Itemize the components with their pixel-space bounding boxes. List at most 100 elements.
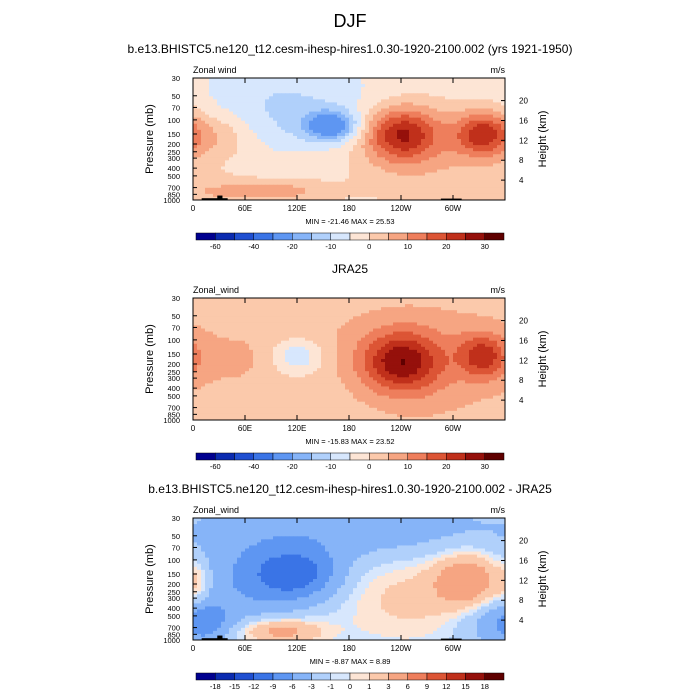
field-cell [381,319,386,323]
field-cell [389,157,394,161]
field-cell [225,126,230,131]
field-cell [341,193,346,198]
field-cell [405,148,410,152]
field-cell [293,120,298,125]
field-cell [445,148,450,152]
field-cell [293,196,298,201]
field-cell [357,178,362,183]
field-cell [261,359,266,363]
field-cell [369,331,374,335]
field-cell [309,322,314,326]
field-cell [241,331,246,335]
field-cell [309,120,314,125]
field-cell [317,169,322,173]
field-cell [373,340,378,345]
field-cell [265,163,270,167]
field-cell [429,187,434,192]
field-cell [485,313,490,317]
field-cell [297,123,302,128]
field-cell [425,114,430,119]
field-cell [281,105,286,109]
field-cell [469,157,474,161]
field-cell [289,184,294,189]
field-cell [237,190,242,195]
field-cell [433,346,438,351]
field-cell [209,193,214,198]
field-cell [453,96,458,100]
field-cell [365,313,370,317]
field-cell [385,304,390,308]
field-cell [497,120,502,125]
field-cell [429,334,434,339]
field-cell [441,154,446,158]
field-cell [461,181,466,186]
field-cell [205,117,210,122]
field-cell [389,126,394,131]
field-cell [473,325,478,329]
field-cell [301,196,306,201]
field-cell [253,123,258,128]
field-cell [501,111,506,115]
field-cell [393,325,398,329]
field-cell [405,126,410,131]
field-cell [337,129,342,134]
field-cell [289,163,294,167]
field-cell [313,78,318,82]
field-cell [257,96,262,100]
field-cell [337,196,342,201]
field-cell [397,120,402,125]
field-cell [441,362,446,366]
field-cell [445,193,450,198]
field-cell [473,178,478,183]
field-cell [229,108,234,112]
field-cell [293,142,298,146]
field-cell [501,102,506,106]
field-cell [241,362,246,366]
field-cell [365,87,370,91]
field-cell [349,298,354,302]
field-cell [493,313,498,317]
field-cell [441,355,446,360]
field-cell [413,352,418,357]
field-cell [393,157,398,161]
field-cell [269,175,274,180]
field-cell [333,84,338,88]
field-cell [233,190,238,195]
field-cell [329,111,334,115]
field-cell [425,331,430,335]
field-cell [457,96,462,100]
field-cell [501,169,506,173]
field-cell [273,172,278,176]
field-cell [409,102,414,106]
field-cell [285,178,290,183]
field-cell [421,334,426,339]
field-cell [225,334,230,339]
field-cell [421,359,426,363]
field-cell [481,178,486,183]
field-cell [453,81,458,85]
field-cell [397,154,402,158]
field-cell [405,307,410,311]
field-cell [277,304,282,308]
field-cell [225,328,230,332]
field-cell [461,87,466,91]
field-cell [201,135,206,140]
field-cell [305,331,310,335]
field-cell [317,190,322,195]
field-cell [329,187,334,192]
field-cell [325,123,330,128]
field-cell [221,349,226,354]
field-cell [373,120,378,125]
field-cell [197,196,202,201]
field-cell [209,328,214,332]
field-cell [209,117,214,122]
field-cell [209,132,214,137]
field-cell [373,313,378,317]
field-cell [453,362,458,366]
field-cell [349,78,354,82]
field-cell [261,139,266,143]
field-cell [345,114,350,119]
field-cell [257,193,262,198]
field-cell [385,160,390,164]
field-cell [405,193,410,198]
